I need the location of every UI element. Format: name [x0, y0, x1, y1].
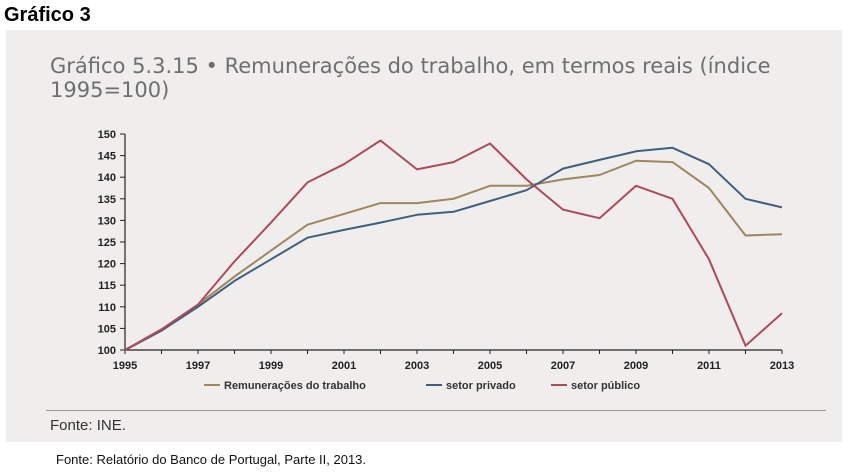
- legend-label: setor privado: [446, 380, 516, 392]
- y-tick-label: 125: [98, 237, 116, 249]
- x-tick-label: 2005: [478, 360, 502, 372]
- legend-label: Remunerações do trabalho: [224, 380, 366, 392]
- y-tick-label: 120: [98, 259, 116, 271]
- divider: [46, 410, 826, 411]
- x-tick-label: 1995: [113, 360, 137, 372]
- legend-label: setor público: [571, 380, 640, 392]
- x-tick-label: 2007: [551, 360, 575, 372]
- y-tick-label: 150: [98, 129, 116, 141]
- y-tick-label: 145: [98, 151, 116, 163]
- series-line: [124, 146, 783, 351]
- x-tick-label: 2003: [405, 360, 429, 372]
- y-tick-label: 135: [98, 194, 116, 206]
- y-tick-label: 100: [98, 345, 116, 357]
- x-tick-label: 1997: [186, 360, 210, 372]
- y-tick-label: 130: [98, 215, 116, 227]
- x-tick-label: 1999: [259, 360, 283, 372]
- figure-heading: Gráfico 3: [4, 4, 91, 26]
- x-tick-label: 2009: [624, 360, 648, 372]
- chart-title: Gráfico 5.3.15 • Remunerações do trabalh…: [50, 54, 771, 102]
- series-line: [124, 159, 783, 351]
- y-tick-label: 140: [98, 172, 116, 184]
- y-tick-label: 115: [98, 280, 116, 292]
- caption: Fonte: Relatório do Banco de Portugal, P…: [56, 452, 367, 467]
- y-tick-label: 110: [98, 302, 116, 314]
- series-line: [124, 139, 783, 351]
- x-tick-label: 2011: [697, 360, 721, 372]
- chart-panel: [6, 30, 842, 442]
- x-tick-label: 2001: [332, 360, 356, 372]
- y-tick-label: 105: [98, 323, 116, 335]
- source-note: Fonte: INE.: [50, 417, 126, 434]
- x-tick-label: 2013: [770, 360, 794, 372]
